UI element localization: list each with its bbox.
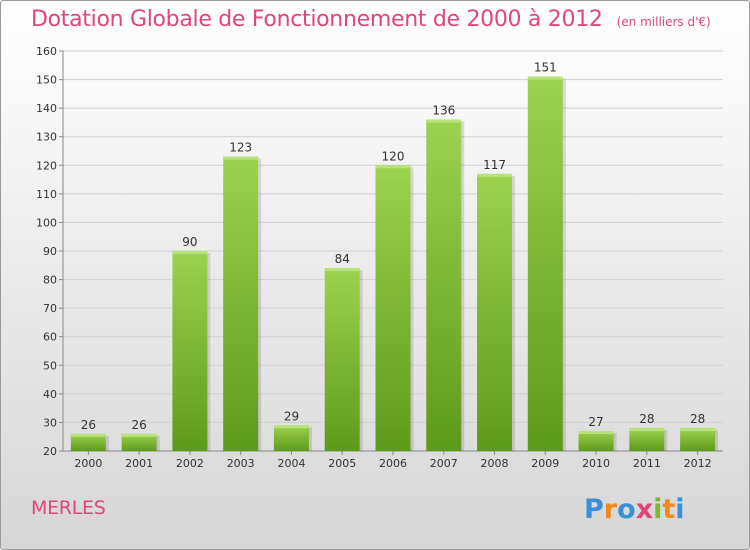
- x-tick-label: 2005: [328, 457, 356, 470]
- x-tick-label: 2007: [430, 457, 458, 470]
- x-tick-label: 2010: [582, 457, 610, 470]
- data-label: 117: [483, 158, 506, 172]
- bar-top-highlight: [426, 119, 462, 123]
- data-label: 28: [690, 412, 705, 426]
- commune-name: MERLES: [31, 497, 106, 519]
- y-tick-label: 40: [43, 388, 57, 401]
- data-label: 90: [182, 235, 197, 249]
- bar: [477, 173, 513, 451]
- bar: [527, 76, 563, 451]
- bar: [121, 433, 157, 451]
- x-tick-label: 2006: [379, 457, 407, 470]
- bar-top-highlight: [680, 428, 716, 432]
- x-tick-label: 2002: [176, 457, 204, 470]
- data-label: 26: [81, 418, 96, 432]
- bar: [223, 156, 259, 451]
- x-tick-label: 2009: [531, 457, 559, 470]
- bar-top-highlight: [477, 173, 513, 177]
- data-label: 26: [132, 418, 147, 432]
- bar: [426, 119, 462, 452]
- y-tick-label: 30: [43, 416, 57, 429]
- bar: [578, 431, 614, 451]
- y-tick-label: 80: [43, 274, 57, 287]
- data-label: 123: [229, 141, 252, 155]
- data-label: 151: [534, 61, 557, 75]
- x-tick-label: 2003: [227, 457, 255, 470]
- bar-top-highlight: [70, 433, 106, 437]
- bar-top-highlight: [375, 165, 411, 169]
- bar: [324, 268, 360, 451]
- y-tick-label: 60: [43, 331, 57, 344]
- x-tick-label: 2008: [481, 457, 509, 470]
- y-tick-label: 50: [43, 359, 57, 372]
- y-tick-label: 90: [43, 245, 57, 258]
- bar: [70, 433, 106, 451]
- bar-top-highlight: [273, 425, 309, 429]
- y-tick-label: 100: [36, 216, 57, 229]
- title-row: Dotation Globale de Fonctionnement de 20…: [31, 7, 711, 32]
- bar: [375, 165, 411, 452]
- bar: [172, 251, 208, 451]
- bar-top-highlight: [578, 431, 614, 434]
- x-tick-label: 2000: [74, 457, 102, 470]
- data-label: 120: [382, 149, 405, 163]
- bar: [680, 428, 716, 451]
- chart-title: Dotation Globale de Fonctionnement de 20…: [31, 7, 603, 32]
- y-tick-label: 70: [43, 302, 57, 315]
- bar-top-highlight: [324, 268, 360, 272]
- y-tick-label: 160: [36, 45, 57, 58]
- bar-top-highlight: [223, 156, 259, 160]
- y-tick-label: 20: [43, 445, 57, 458]
- y-tick-label: 110: [36, 188, 57, 201]
- x-tick-label: 2012: [684, 457, 712, 470]
- y-tick-label: 120: [36, 159, 57, 172]
- bar: [273, 425, 309, 451]
- bar: [629, 428, 665, 451]
- y-tick-label: 150: [36, 74, 57, 87]
- y-tick-label: 130: [36, 131, 57, 144]
- bar-top-highlight: [629, 428, 665, 432]
- x-tick-label: 2011: [633, 457, 661, 470]
- data-label: 28: [639, 412, 654, 426]
- svg-text:Proxiti: Proxiti: [584, 494, 685, 525]
- x-tick-label: 2004: [277, 457, 305, 470]
- data-label: 29: [284, 409, 299, 423]
- data-label: 27: [588, 415, 603, 429]
- data-label: 84: [335, 252, 350, 266]
- bar-top-highlight: [121, 433, 157, 437]
- bar-top-highlight: [172, 251, 208, 254]
- proxiti-logo: Proxiti: [584, 494, 685, 525]
- data-label: 136: [432, 104, 455, 118]
- x-tick-label: 2001: [125, 457, 153, 470]
- chart-subtitle: (en milliers d'€): [616, 15, 711, 29]
- bar-top-highlight: [527, 76, 563, 80]
- y-tick-label: 140: [36, 102, 57, 115]
